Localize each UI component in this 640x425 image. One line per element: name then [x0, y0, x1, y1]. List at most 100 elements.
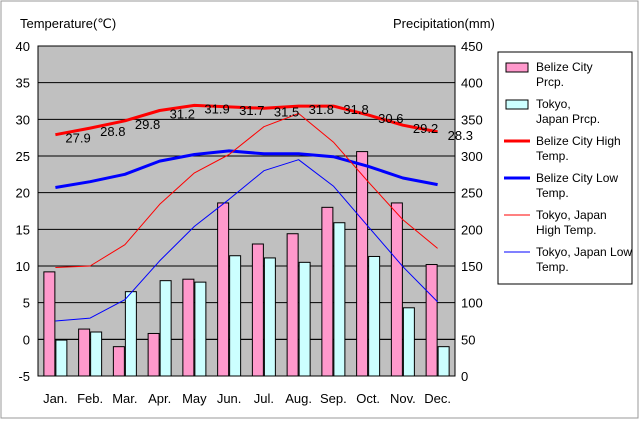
bar-belize-city-prcp: [286, 233, 299, 377]
data-label: 30.6: [378, 111, 403, 126]
legend-item-belize-city-low-temp: Belize City Low Temp.: [504, 171, 618, 200]
data-label: 28.3: [448, 128, 473, 143]
data-labels-layer: 27.9 28.8 29.8 31.2 31.9 31.7 31.5 31.8 31.8 30.6…: [65, 101, 473, 145]
x-tick-label: Apr.: [148, 391, 171, 406]
right-axis-title: Precipitation(mm): [393, 16, 495, 31]
right-tick-label: 450: [461, 39, 483, 54]
bar-belize-city-prcp: [147, 332, 160, 377]
lines-layer: [55, 103, 438, 322]
left-axis: -5 0 5 10 15 20 25 30 35 40: [16, 39, 30, 384]
legend-label-line: Temp.: [536, 186, 569, 200]
bar-tokyo-japan-prcp: [124, 291, 137, 377]
line-tokyo-japan-low-temp: [55, 159, 438, 322]
data-label: 31.5: [274, 104, 299, 119]
bar-belize-city-prcp: [217, 202, 230, 377]
bar-tokyo-japan-prcp: [194, 281, 207, 377]
bar-tokyo-japan-prcp: [90, 331, 103, 377]
legend-item-tokyo-japan-prcp: Tokyo, Japan Prcp.: [505, 97, 600, 126]
bar-belize-city-prcp: [43, 271, 56, 377]
legend: Belize City Prcp. Tokyo, Japan Prcp. Belize …: [497, 51, 633, 285]
bar-tokyo-japan-prcp: [55, 339, 68, 377]
line-belize-city-high-temp: [55, 103, 438, 137]
data-label: 31.9: [204, 101, 229, 116]
right-tick-label: 350: [461, 112, 483, 127]
right-tick-label: 150: [461, 259, 483, 274]
bars-layer: [43, 151, 450, 377]
bar-belize-city-prcp: [390, 202, 403, 377]
bar-belize-city-prcp: [356, 151, 369, 377]
bar-tokyo-japan-prcp: [298, 261, 311, 377]
line-belize-city-low-temp: [55, 149, 438, 189]
x-tick-label: Dec.: [424, 391, 451, 406]
x-tick-label: Aug.: [285, 391, 312, 406]
bar-tokyo-japan-prcp: [437, 346, 450, 377]
data-label: 31.2: [170, 107, 195, 122]
legend-label-line: Tokyo,: [536, 97, 571, 111]
right-tick-label: 100: [461, 296, 483, 311]
legend-label-line: Tokyo, Japan: [536, 208, 607, 222]
bar-belize-city-prcp: [182, 278, 195, 377]
x-tick-label: Nov.: [390, 391, 416, 406]
legend-label: Tokyo, Japan High Temp.: [536, 208, 607, 237]
legend-item-tokyo-japan-low-temp: Tokyo, Japan Low Temp.: [504, 245, 632, 274]
right-tick-label: 50: [461, 332, 475, 347]
left-axis-title: Temperature(℃): [20, 16, 116, 31]
left-tick-label: 15: [16, 222, 30, 237]
legend-label-line: Belize City High: [536, 134, 621, 148]
data-label: 28.8: [100, 124, 125, 139]
legend-label-line: Temp.: [536, 260, 569, 274]
left-tick-label: 40: [16, 39, 30, 54]
legend-label: Tokyo, Japan Low Temp.: [536, 245, 632, 274]
x-tick-label: Mar.: [112, 391, 137, 406]
legend-label: Tokyo, Japan Prcp.: [536, 97, 600, 126]
bar-tokyo-japan-prcp: [333, 222, 346, 377]
bar-belize-city-prcp: [251, 243, 264, 377]
x-axis: Jan. Feb. Mar. Apr. May Jun. Jul. Aug. Sep. Oct. N…: [43, 391, 451, 406]
bar-tokyo-japan-prcp: [263, 257, 276, 377]
left-tick-label: 35: [16, 76, 30, 91]
x-tick-label: Jul.: [254, 391, 274, 406]
data-label: 31.7: [239, 103, 264, 118]
line-tokyo-japan-high-temp: [55, 113, 438, 268]
bar-tokyo-japan-prcp: [402, 307, 415, 377]
data-label: 31.8: [343, 102, 368, 117]
bar-belize-city-prcp: [321, 206, 334, 377]
right-tick-label: 0: [461, 369, 468, 384]
legend-label-line: Prcp.: [536, 75, 564, 89]
x-tick-label: May: [182, 391, 207, 406]
legend-label-line: Japan Prcp.: [536, 112, 600, 126]
left-tick-label: 30: [16, 112, 30, 127]
left-tick-label: 25: [16, 149, 30, 164]
bar-belize-city-prcp: [112, 346, 125, 377]
data-label: 27.9: [65, 131, 90, 146]
legend-label-line: Temp.: [536, 149, 569, 163]
left-tick-label: 20: [16, 186, 30, 201]
bar-tokyo-japan-prcp: [229, 255, 242, 377]
legend-swatch: [505, 99, 529, 110]
legend-item-belize-city-prcp: Belize City Prcp.: [505, 60, 593, 89]
data-label: 29.2: [413, 121, 438, 136]
legend-label: Belize City Prcp.: [536, 60, 593, 89]
left-tick-label: 5: [23, 296, 30, 311]
data-label: 31.8: [309, 102, 334, 117]
grid-layer: [38, 82, 455, 340]
legend-label: Belize City High Temp.: [536, 134, 621, 163]
right-tick-label: 300: [461, 149, 483, 164]
left-tick-label: -5: [18, 369, 30, 384]
bar-tokyo-japan-prcp: [368, 255, 381, 377]
legend-label-line: High Temp.: [536, 223, 596, 237]
x-tick-label: Oct.: [356, 391, 380, 406]
legend-label-line: Tokyo, Japan Low: [536, 245, 632, 259]
bar-belize-city-prcp: [425, 264, 438, 377]
right-axis: 0 50 100 150 200 250 300 350 400 450: [461, 39, 483, 384]
bar-belize-city-prcp: [78, 328, 91, 377]
legend-box: [497, 51, 633, 285]
plot-area: [37, 45, 456, 377]
x-tick-label: Jun.: [217, 391, 242, 406]
x-tick-label: Jan.: [43, 391, 68, 406]
left-tick-label: 10: [16, 259, 30, 274]
data-label: 29.8: [135, 117, 160, 132]
legend-item-tokyo-japan-high-temp: Tokyo, Japan High Temp.: [504, 208, 607, 237]
